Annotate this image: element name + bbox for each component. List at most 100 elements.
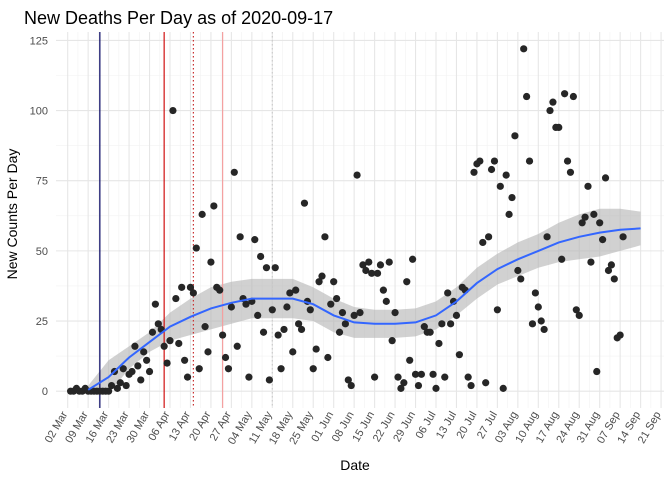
data-point <box>277 365 285 373</box>
data-point <box>119 365 127 373</box>
daily-points <box>67 45 627 395</box>
data-point <box>128 367 136 376</box>
data-point <box>116 379 124 387</box>
data-point <box>520 45 528 53</box>
data-point <box>555 123 563 132</box>
data-point <box>593 367 601 376</box>
data-point <box>569 92 577 101</box>
data-point <box>397 384 405 392</box>
data-point <box>523 92 531 101</box>
y-tick-label: 100 <box>30 106 48 118</box>
data-point <box>517 275 525 283</box>
data-point <box>259 328 268 336</box>
data-point <box>604 266 613 275</box>
data-point <box>242 300 250 308</box>
data-point <box>572 306 580 314</box>
data-point <box>561 90 569 98</box>
data-point <box>236 233 244 241</box>
data-point <box>581 213 589 221</box>
data-point <box>166 337 174 345</box>
data-point <box>414 381 423 390</box>
data-point <box>219 331 227 339</box>
data-point <box>122 381 130 390</box>
data-point <box>373 269 382 277</box>
y-tick-label: 50 <box>36 246 48 258</box>
data-point <box>409 255 417 263</box>
data-point <box>210 202 218 210</box>
data-point <box>198 210 206 218</box>
y-tick-label: 125 <box>30 35 48 47</box>
data-point <box>338 308 347 317</box>
data-point <box>183 373 192 381</box>
data-point <box>207 258 215 266</box>
data-point <box>181 356 189 364</box>
data-point <box>257 252 265 261</box>
data-point <box>163 359 171 367</box>
data-point <box>315 278 323 286</box>
data-point <box>318 272 326 280</box>
data-point <box>566 168 575 176</box>
data-point <box>534 303 542 311</box>
data-point <box>391 308 399 317</box>
data-point <box>476 157 484 165</box>
y-axis-ticks: 0 25 50 75 100 125 <box>30 35 48 398</box>
data-point <box>192 244 200 252</box>
data-point <box>482 379 490 387</box>
data-point <box>388 337 396 345</box>
data-point <box>470 168 478 176</box>
data-point <box>385 258 393 266</box>
data-point <box>333 294 341 303</box>
data-point <box>245 373 253 381</box>
data-point <box>350 311 358 320</box>
data-point <box>394 373 402 381</box>
data-point <box>274 331 282 339</box>
data-point <box>447 320 455 328</box>
data-point <box>265 376 273 384</box>
data-point <box>596 219 604 227</box>
data-point <box>300 199 309 207</box>
data-point <box>499 384 507 392</box>
data-point <box>543 233 551 241</box>
data-point <box>514 266 522 275</box>
data-point <box>511 132 519 140</box>
data-point <box>432 384 440 392</box>
data-point <box>137 376 145 384</box>
data-point <box>502 171 510 179</box>
data-point <box>283 303 291 311</box>
data-point <box>286 289 294 297</box>
data-point <box>601 174 610 182</box>
data-point <box>312 345 320 353</box>
data-point <box>178 283 186 291</box>
data-point <box>105 387 113 395</box>
data-point <box>353 171 361 179</box>
data-point <box>271 264 279 272</box>
data-point <box>347 381 355 390</box>
data-point <box>599 236 607 244</box>
data-point <box>616 331 624 339</box>
data-point <box>441 373 449 381</box>
data-point <box>376 261 385 269</box>
data-point <box>587 258 595 266</box>
data-point <box>429 370 437 378</box>
data-point <box>356 308 364 317</box>
data-point <box>420 323 428 331</box>
chart-title: New Deaths Per Day as of 2020-09-17 <box>24 8 333 28</box>
data-point <box>233 342 241 350</box>
smooth-trend-line <box>87 227 641 391</box>
data-point <box>546 106 554 115</box>
data-point <box>438 320 446 328</box>
data-point <box>324 353 332 362</box>
data-point <box>344 376 352 384</box>
data-point <box>143 356 151 364</box>
data-point <box>619 233 627 241</box>
data-point <box>505 210 513 218</box>
data-point <box>403 278 411 286</box>
data-point <box>426 328 434 336</box>
data-point <box>309 365 317 373</box>
data-point <box>175 339 183 348</box>
data-point <box>224 365 233 373</box>
data-point <box>204 348 212 356</box>
data-point <box>148 328 157 336</box>
data-point <box>268 306 276 314</box>
confidence-band <box>88 208 641 394</box>
